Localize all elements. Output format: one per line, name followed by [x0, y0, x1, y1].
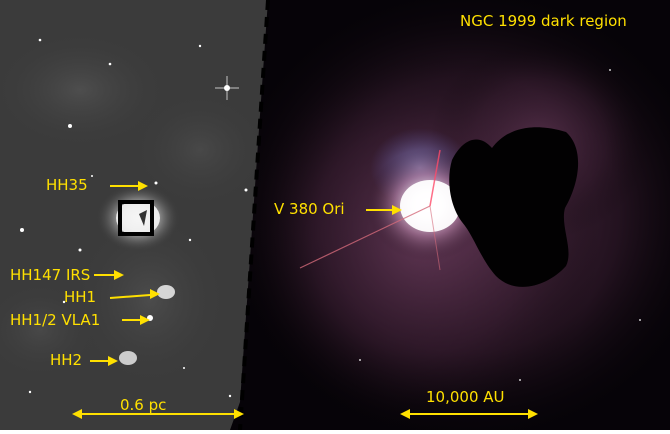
right-panel-image [230, 0, 670, 430]
label-hh2: HH2 [50, 351, 83, 369]
label-v380-ori: V 380 Ori [274, 200, 345, 218]
right-panel-title: NGC 1999 dark region [460, 12, 627, 30]
label-hh1: HH1 [64, 288, 97, 306]
label-hh1-2-vla1: HH1/2 VLA1 [10, 311, 101, 329]
label-hh35: HH35 [46, 176, 88, 194]
scale-label-left: 0.6 pc [120, 396, 167, 414]
left-panel-image [0, 0, 270, 430]
scale-bars [72, 409, 538, 419]
panel-divider [238, 0, 270, 431]
scale-label-right: 10,000 AU [426, 388, 505, 406]
annotation-arrows [90, 181, 402, 366]
label-hh147-irs: HH147 IRS [10, 266, 91, 284]
